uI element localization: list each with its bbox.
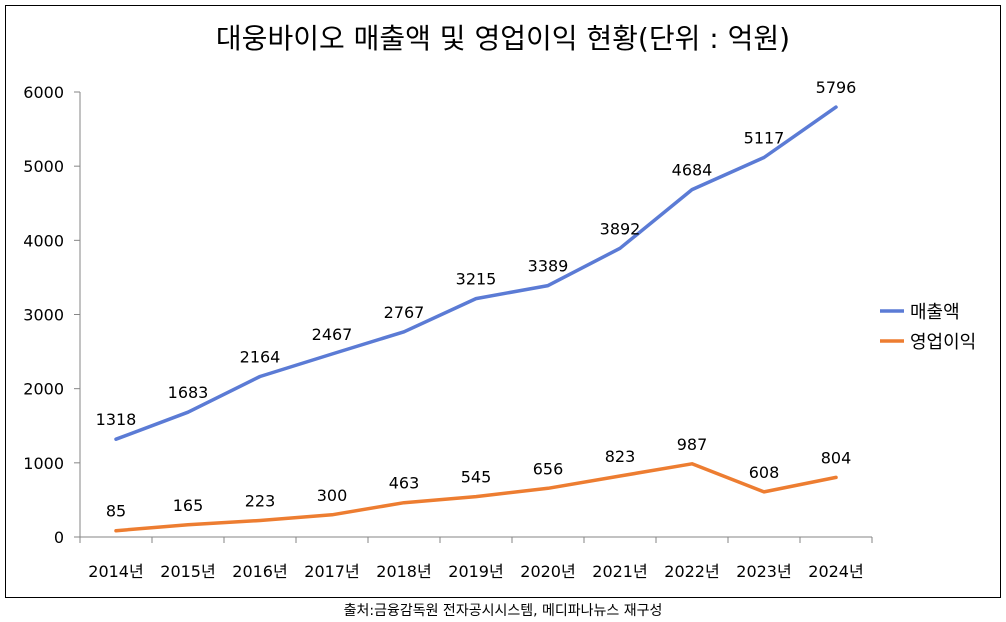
data-label: 300 [317,486,348,505]
y-tick-label: 0 [54,528,64,547]
x-tick-label: 2018년 [376,562,431,581]
x-tick-label: 2021년 [592,562,647,581]
data-label: 165 [173,496,204,515]
data-label: 2164 [240,348,281,367]
x-tick-label: 2017년 [304,562,359,581]
x-tick-label: 2024년 [808,562,863,581]
legend-label: 매출액 [910,302,960,323]
chart-title: 대웅바이오 매출액 및 영업이익 현황(단위 : 억원) [216,22,790,55]
data-label: 3892 [600,219,641,238]
y-tick-label: 4000 [23,231,64,250]
y-tick-label: 2000 [23,380,64,399]
chart-frame [5,5,1001,598]
data-label: 823 [605,447,636,466]
y-tick-label: 1000 [23,454,64,473]
line-chart: 대웅바이오 매출액 및 영업이익 현황(단위 : 억원) 0 1000 2000 300… [23,22,976,581]
data-label: 3389 [528,257,569,276]
data-label: 608 [749,463,780,482]
data-label: 804 [821,448,852,467]
data-label: 5117 [744,128,785,147]
data-label: 1683 [168,383,209,402]
data-label: 656 [533,459,564,478]
x-tick-label: 2019년 [448,562,503,581]
source-note: 출처:금융감독원 전자공시시스템, 메디파나뉴스 재구성 [343,603,663,619]
data-label: 3215 [456,270,497,289]
data-label: 4684 [672,161,713,180]
x-tick-label: 2016년 [232,562,287,581]
data-label: 5796 [816,78,857,97]
x-tick-label: 2020년 [520,562,575,581]
x-tick-label: 2014년 [88,562,143,581]
data-label: 223 [245,491,276,510]
series-line-2 [114,462,838,533]
x-tick-label: 2015년 [160,562,215,581]
y-tick-label: 6000 [23,83,64,102]
y-tick-label: 3000 [23,306,64,325]
data-label: 2767 [384,303,425,322]
x-tick-label: 2022년 [664,562,719,581]
legend-label: 영업이익 [910,332,976,353]
y-tick-label: 5000 [23,157,64,176]
data-label: 463 [389,474,420,493]
data-label: 2467 [312,325,353,344]
series-line-1 [114,105,838,441]
data-label: 545 [461,468,492,487]
data-label: 1318 [96,410,137,429]
data-label: 85 [106,502,126,521]
x-tick-label: 2023년 [736,562,791,581]
data-label: 987 [677,435,708,454]
